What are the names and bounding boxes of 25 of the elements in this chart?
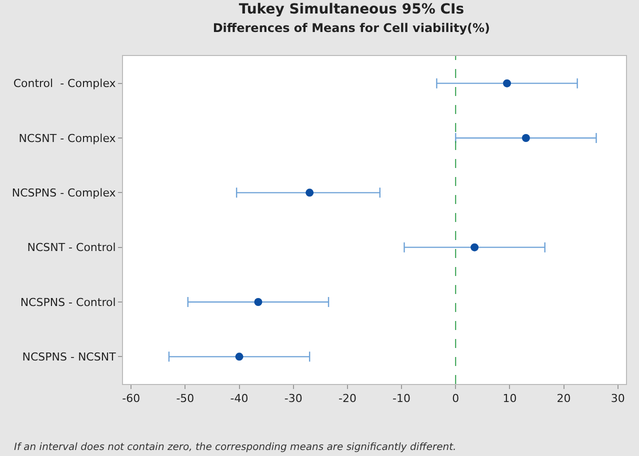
- x-tick-label: -20: [338, 392, 356, 406]
- point: [522, 134, 530, 142]
- chart-subtitle: Differences of Means for Cell viability(%): [212, 20, 490, 35]
- point: [503, 79, 512, 88]
- x-tick-label: -40: [230, 392, 248, 406]
- x-tick-label: 0: [452, 392, 460, 406]
- point: [470, 243, 479, 252]
- y-tick-label: NCSNT - Complex: [18, 132, 116, 145]
- point: [254, 298, 262, 306]
- chart-title: Tukey Simultaneous 95% CIs: [238, 2, 464, 18]
- x-tick-label: -30: [284, 392, 302, 406]
- x-tick-label: -10: [392, 392, 411, 406]
- y-tick-label: NCSNT - Control: [27, 241, 116, 254]
- x-tick-label: -50: [176, 392, 194, 406]
- point: [235, 352, 244, 361]
- text: If an interval does not contain zero, the corresponding means are significantly different.: [14, 442, 456, 453]
- y-tick-label: NCSPNS - NCSNT: [22, 350, 116, 364]
- point: [306, 188, 314, 197]
- x-tick-label: 20: [556, 392, 571, 406]
- x-tick-label: 10: [502, 392, 517, 406]
- x-tick-label: -60: [122, 392, 140, 406]
- y-tick-label: NCSPNS - Control: [20, 296, 116, 309]
- y-tick-label: NCSPNS - Complex: [12, 186, 116, 200]
- x-tick-label: 30: [610, 392, 625, 406]
- y-tick-label: Control - Complex: [13, 77, 116, 90]
